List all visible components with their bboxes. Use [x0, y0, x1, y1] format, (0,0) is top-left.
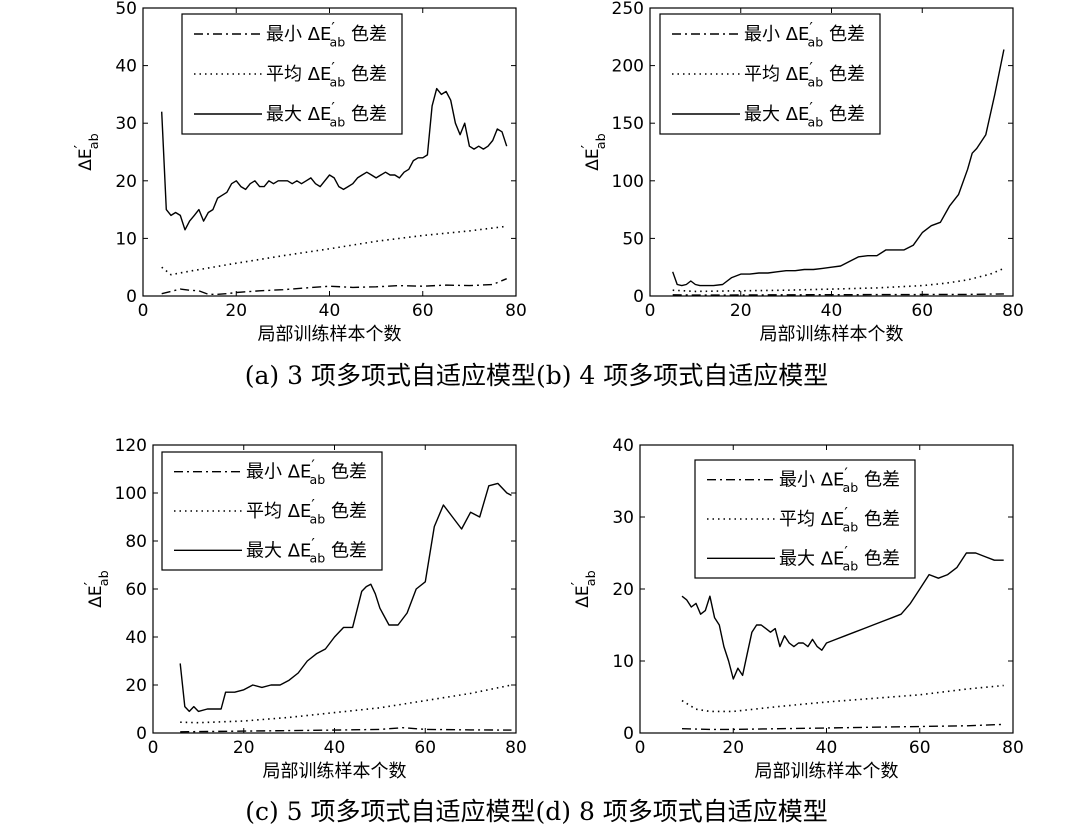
x-tick-label: 60 [911, 301, 933, 321]
series-line-c-0 [180, 727, 512, 733]
legend-label: 平均 ΔE′ ab 色差 [266, 59, 387, 90]
series-line-a-1 [161, 225, 507, 276]
x-tick-label: 0 [148, 738, 159, 758]
legend-label: 最小 ΔE′ ab 色差 [266, 19, 387, 50]
series-line-c-1 [180, 684, 512, 724]
y-tick-label: 20 [612, 580, 634, 600]
y-axis-label: ΔE′ab [568, 570, 599, 608]
y-tick-label: 250 [612, 0, 644, 19]
series-line-d-1 [681, 684, 1004, 713]
legend-label: 平均 ΔE′ ab 色差 [744, 59, 865, 90]
series-line-c-2 [179, 482, 512, 713]
y-axis-label: ΔE′ab [71, 133, 102, 171]
y-tick-label: 50 [115, 0, 137, 19]
y-tick-label: 200 [612, 57, 644, 77]
legend-label: 最大 ΔE′ ab 色差 [246, 535, 367, 566]
y-axis-label: ΔE′ab [81, 570, 112, 608]
x-axis-label: 局部训练样本个数 [760, 324, 904, 345]
x-tick-label: 40 [319, 301, 341, 321]
series-line-a-0 [161, 278, 507, 295]
y-tick-label: 20 [125, 676, 147, 696]
y-tick-label: 100 [115, 484, 147, 504]
x-tick-label: 40 [821, 301, 843, 321]
series-line-d-0 [681, 723, 1004, 731]
x-tick-label: 60 [412, 301, 434, 321]
chart-d: 0 20 40 60 80 0 10 20 30 40 局部训练样本个数 ΔE′ab 最小 ΔE′ ab … [568, 436, 1024, 782]
legend-label: 最大 ΔE′ ab 色差 [779, 543, 900, 574]
x-axis-label: 局部训练样本个数 [263, 761, 407, 782]
x-tick-label: 20 [722, 738, 744, 758]
y-tick-label: 0 [136, 724, 147, 744]
x-tick-label: 80 [505, 301, 527, 321]
x-tick-label: 80 [1002, 301, 1024, 321]
y-tick-label: 120 [115, 436, 147, 456]
x-tick-label: 0 [138, 301, 149, 321]
y-tick-label: 10 [115, 229, 137, 249]
x-tick-label: 20 [225, 301, 247, 321]
legend-label: 最小 ΔE′ ab 色差 [246, 456, 367, 487]
x-tick-label: 0 [645, 301, 656, 321]
y-tick-label: 0 [623, 724, 634, 744]
y-tick-label: 60 [125, 580, 147, 600]
x-tick-label: 80 [1002, 738, 1024, 758]
legend-label: 平均 ΔE′ ab 色差 [246, 496, 367, 527]
chart-c: 0 20 40 60 80 0 20 40 60 80 100 120 局部训练样本个数 ΔE′ab 最小 … [81, 436, 527, 782]
x-tick-label: 40 [816, 738, 838, 758]
y-tick-label: 10 [612, 652, 634, 672]
caption-top: (a) 3 项多项式自适应模型(b) 4 项多项式自适应模型 [244, 361, 829, 390]
series-line-d-2 [681, 552, 1004, 680]
x-tick-label: 80 [505, 738, 527, 758]
y-tick-label: 30 [612, 508, 634, 528]
chart-b: 0 20 40 60 80 0 50 100 150 200 250 局部训练样本个数 ΔE′ab 最小 … [578, 0, 1024, 345]
series-line-a-2 [161, 87, 508, 231]
y-tick-label: 40 [612, 436, 634, 456]
legend-label: 平均 ΔE′ ab 色差 [779, 504, 900, 535]
series-line-b-1 [672, 267, 1005, 293]
y-tick-label: 30 [115, 114, 137, 134]
x-axis-label: 局部训练样本个数 [755, 761, 899, 782]
legend-label: 最小 ΔE′ ab 色差 [779, 464, 900, 495]
y-tick-label: 0 [126, 287, 137, 307]
x-axis-label: 局部训练样本个数 [258, 324, 402, 345]
legend-label: 最大 ΔE′ ab 色差 [744, 99, 865, 130]
x-tick-label: 60 [909, 738, 931, 758]
x-tick-label: 0 [635, 738, 646, 758]
y-tick-label: 80 [125, 532, 147, 552]
caption-bottom: (c) 5 项多项式自适应模型(d) 8 项多项式自适应模型 [245, 797, 828, 826]
chart-a: 0 20 40 60 80 0 10 20 30 40 50 局部训练样本个数 ΔE′ab 最小 ΔE′ a… [71, 0, 527, 345]
x-tick-label: 20 [730, 301, 752, 321]
series-line-b-2 [672, 49, 1005, 287]
y-tick-label: 0 [633, 287, 644, 307]
legend-label: 最大 ΔE′ ab 色差 [266, 99, 387, 130]
y-tick-label: 100 [612, 172, 644, 192]
y-tick-label: 50 [622, 229, 644, 249]
x-tick-label: 60 [414, 738, 436, 758]
y-axis-label: ΔE′ab [578, 133, 609, 171]
y-tick-label: 40 [115, 57, 137, 77]
x-tick-label: 40 [324, 738, 346, 758]
x-tick-label: 20 [233, 738, 255, 758]
y-tick-label: 40 [125, 628, 147, 648]
y-tick-label: 150 [612, 114, 644, 134]
series-line-b-0 [672, 293, 1004, 296]
y-tick-label: 20 [115, 172, 137, 192]
legend-label: 最小 ΔE′ ab 色差 [744, 19, 865, 50]
